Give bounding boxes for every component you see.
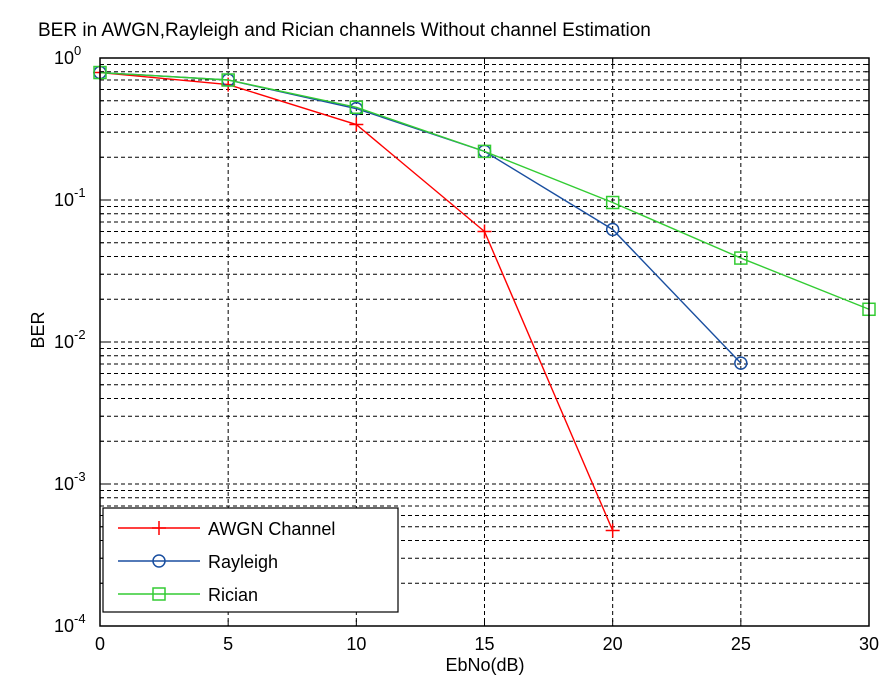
y-tick-label: 10-4 (54, 611, 86, 636)
square-marker (221, 73, 235, 87)
square-marker (734, 251, 748, 265)
square-marker (152, 587, 166, 601)
legend-entry: Rician (118, 585, 258, 605)
series-line (99, 71, 870, 310)
square-marker (349, 100, 364, 114)
square-marker (605, 195, 620, 210)
circle-marker (152, 554, 166, 568)
y-tick-label: 10-1 (54, 185, 86, 210)
legend: AWGN Channel Rayleigh Rician (102, 507, 399, 613)
x-tick-label: 25 (731, 634, 751, 654)
x-tick-label: 20 (603, 634, 623, 654)
legend-label: Rician (208, 585, 258, 605)
tick-labels: 0 5 10 15 20 25 30 100 10-1 10-2 10-3 10-4 (54, 43, 879, 654)
legend-entry: Rayleigh (118, 552, 278, 572)
circle-marker (605, 222, 620, 237)
plus-marker (605, 523, 620, 538)
legend-entry: AWGN Channel (118, 519, 335, 539)
plus-marker (349, 117, 364, 132)
plus-marker (477, 224, 492, 239)
series-layer (93, 65, 876, 538)
y-tick-label: 100 (54, 43, 81, 68)
y-tick-label: 10-2 (54, 327, 86, 352)
chart-title: BER in AWGN,Rayleigh and Rician channels… (38, 20, 651, 41)
y-axis-label: BER (28, 311, 48, 348)
x-axis-label: EbNo(dB) (445, 655, 524, 675)
grid-lines (100, 58, 869, 626)
x-tick-label: 10 (346, 634, 366, 654)
tick-marks (99, 58, 870, 627)
x-tick-label: 15 (474, 634, 494, 654)
plus-marker (152, 521, 166, 535)
legend-label: Rayleigh (208, 552, 278, 572)
x-tick-label: 30 (859, 634, 879, 654)
circle-marker (734, 356, 748, 370)
y-tick-label: 10-3 (54, 469, 86, 494)
legend-label: AWGN Channel (208, 519, 335, 539)
x-tick-label: 5 (223, 634, 233, 654)
x-tick-label: 0 (95, 634, 105, 654)
square-marker (477, 144, 492, 159)
